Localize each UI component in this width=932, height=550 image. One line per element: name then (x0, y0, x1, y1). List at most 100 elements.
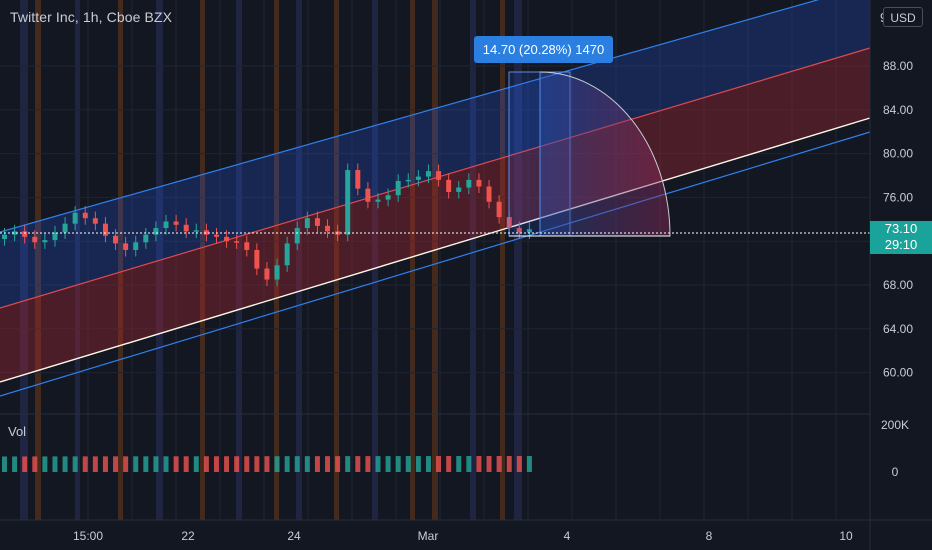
candle-body (72, 212, 78, 224)
channel-upper-line (0, 0, 820, 233)
price-tick-label: 80.00 (883, 147, 913, 161)
volume-bar (254, 456, 260, 472)
candle-body (12, 231, 18, 235)
volume-bar (224, 456, 230, 472)
candle-body (284, 243, 290, 266)
volume-bar (193, 456, 199, 472)
measure-label: 14.70 (20.28%) 1470 (474, 36, 613, 63)
volume-bar (22, 456, 28, 472)
channel-upper-fill (0, 0, 870, 308)
time-tick-label: 4 (564, 529, 571, 543)
volume-bar (375, 456, 381, 472)
volume-bar (244, 456, 250, 472)
time-tick-label: Mar (418, 529, 439, 543)
candle-body (113, 235, 119, 244)
volume-bar (456, 456, 462, 472)
candle-body (153, 228, 159, 235)
session-band (500, 0, 505, 520)
volume-bar (425, 456, 431, 472)
volume-bar (496, 455, 502, 472)
price-tick-label: 64.00 (883, 322, 913, 336)
currency-button[interactable]: USD (883, 7, 923, 27)
volume-bar (486, 455, 492, 472)
volume-bar (82, 456, 88, 472)
session-band (200, 0, 205, 520)
price-tick-label: 60.00 (883, 366, 913, 380)
volume-bar (466, 456, 472, 472)
volume-tick-label: 200K (881, 418, 909, 432)
candle-body (32, 236, 38, 243)
volume-bar (284, 456, 290, 472)
session-band (236, 0, 242, 520)
candle-body (224, 236, 230, 242)
session-band (274, 0, 279, 520)
volume-bar (264, 456, 270, 472)
channel-mid-line (0, 47, 871, 309)
candle-body (486, 186, 492, 202)
candle-body (375, 199, 381, 202)
symbol-title[interactable]: Twitter Inc, 1h, Cboe BZX (10, 9, 173, 25)
time-tick-label: 22 (181, 529, 195, 543)
candle-body (234, 241, 240, 243)
volume-bar (314, 456, 320, 472)
time-tick-label: 15:00 (73, 529, 103, 543)
channel-middle-fill (0, 48, 870, 382)
channel-lower-line (0, 131, 871, 397)
volume-bar (415, 456, 421, 472)
candle-body (82, 212, 88, 219)
regression-channel (0, 0, 871, 397)
candle-body (365, 188, 371, 202)
candle-body (173, 221, 179, 225)
volume-bar (203, 456, 209, 472)
session-band (20, 0, 28, 520)
time-tick-label: 8 (706, 529, 713, 543)
session-band (514, 0, 522, 520)
candle-body (476, 179, 482, 187)
candle-body (436, 171, 442, 180)
candle-body (516, 228, 522, 233)
session-band (432, 0, 438, 520)
price-tick-label: 68.00 (883, 278, 913, 292)
volume-bar (153, 456, 159, 472)
candle-body (62, 223, 68, 233)
volume-bar (123, 456, 129, 472)
price-tick-label: 84.00 (883, 103, 913, 117)
candle-body (456, 187, 462, 192)
candle-body (405, 179, 411, 182)
volume-bar (12, 456, 18, 472)
candle-body (203, 230, 209, 235)
candle-body (143, 234, 149, 243)
session-band (410, 0, 415, 520)
candle-body (22, 231, 28, 237)
candle-body (446, 179, 452, 192)
measure-arc (539, 71, 671, 237)
candle-body (395, 180, 401, 196)
volume-bar (506, 455, 512, 472)
volume-bar (52, 456, 58, 472)
candle-body (183, 224, 189, 232)
volume-bar (516, 455, 522, 472)
volume-bar (365, 456, 371, 472)
volume-bar (183, 456, 189, 472)
volume-bar (42, 456, 48, 472)
session-band (118, 0, 123, 520)
candle-body (325, 225, 331, 232)
volume-bar (325, 456, 331, 472)
candle-body (213, 234, 219, 237)
time-tick-label: 10 (839, 529, 853, 543)
price-tick-label: 88.00 (883, 59, 913, 73)
price-tick-label: 76.00 (883, 190, 913, 204)
candle-body (415, 176, 421, 180)
volume-bar (345, 456, 351, 472)
candle-body (102, 223, 108, 236)
volume-tick-label: 0 (892, 465, 899, 479)
candle-body (526, 229, 532, 233)
candle-body (304, 218, 310, 229)
volume-bar (133, 456, 139, 472)
candle-body (193, 230, 199, 232)
volume-bar (294, 456, 300, 472)
candle-body (254, 249, 260, 269)
volume-bar (234, 456, 240, 472)
